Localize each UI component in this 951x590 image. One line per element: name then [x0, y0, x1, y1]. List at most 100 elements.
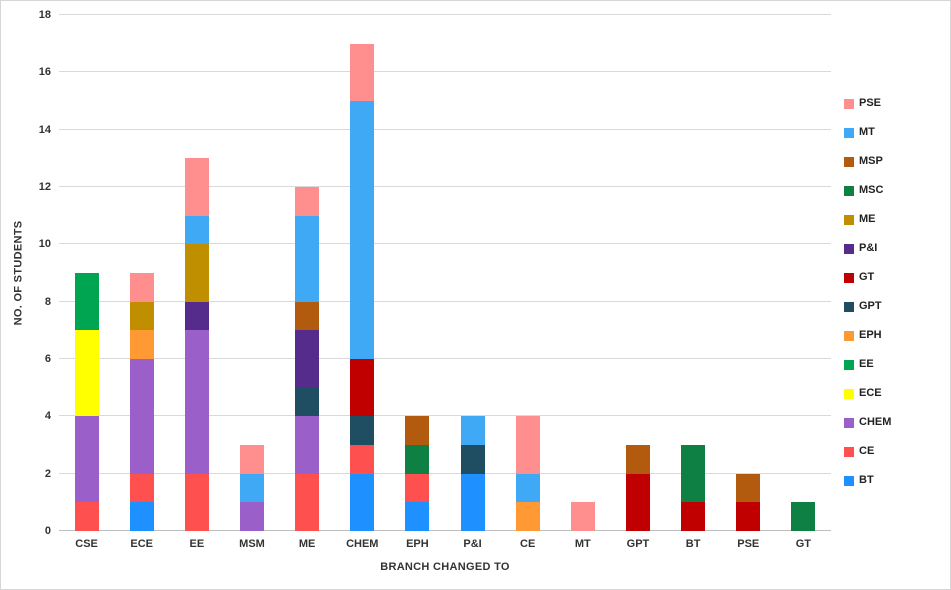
gridline [59, 243, 831, 245]
x-tick-label-BT: BT [685, 538, 701, 550]
y-tick-label: 16 [38, 66, 51, 79]
gridline [59, 415, 831, 417]
bar-segment-ME-MT [295, 215, 320, 302]
y-axis-ticks: 0 2 4 6 8 10 12 14 16 18 [11, 9, 51, 537]
bar-segment-CE-PSE [515, 416, 540, 474]
bar-segment-PSE-GT [736, 502, 761, 531]
bar-slot-P&I [445, 15, 500, 531]
bar-slot-ME [280, 15, 335, 531]
legend-swatch-ECE [844, 388, 854, 399]
bar-slot-CE [500, 15, 555, 531]
bar-segment-P&I-GPT [460, 445, 485, 474]
bar-segment-CSE-EE [74, 273, 99, 331]
bar-segment-EPH-CE [405, 473, 430, 503]
legend-item-PSE: PSE [844, 96, 891, 111]
gridline [59, 14, 831, 15]
legend-item-MSC: MSC [844, 183, 891, 198]
gridline [59, 71, 831, 73]
legend-swatch-PSE [844, 98, 854, 109]
bar-segment-EE-CE [184, 473, 209, 531]
x-tick-label-PSE: PSE [737, 538, 760, 550]
bar-slot-BT [666, 15, 721, 531]
legend-label-CHEM: CHEM [859, 416, 892, 428]
legend-item-CE: CE [844, 444, 891, 459]
bar-segment-EE-MT [184, 215, 209, 245]
bar-slot-EPH [390, 15, 445, 531]
stacked-bar-BT [681, 15, 706, 531]
bar-segment-EPH-MSP [405, 416, 430, 446]
stacked-bar-GT [791, 15, 816, 531]
x-tick-label-MSM: MSM [239, 538, 265, 550]
legend-item-P&I: P&I [844, 241, 891, 256]
legend-label-PSE: PSE [859, 97, 882, 109]
bar-segment-ME-GPT [295, 387, 320, 417]
y-tick-label: 0 [44, 525, 51, 537]
x-tick-label-ECE: ECE [130, 538, 154, 550]
gridline [59, 472, 831, 474]
legend-swatch-MSC [844, 185, 854, 196]
gridline [59, 128, 831, 130]
legend-swatch-GPT [844, 301, 854, 312]
bar-slot-MT [555, 15, 610, 531]
x-tick-label-P&I: P&I [463, 538, 482, 550]
bar-segment-ME-P&I [295, 330, 320, 388]
bar-segment-GT-MSC [791, 502, 816, 531]
legend-item-MT: MT [844, 125, 891, 140]
legend-item-GPT: GPT [844, 299, 891, 314]
bar-segment-EPH-MSC [405, 445, 430, 474]
x-tick-label-CSE: CSE [75, 538, 98, 550]
stacked-bar-MT [570, 15, 595, 531]
legend-swatch-GT [844, 272, 854, 283]
y-tick-label: 10 [38, 238, 51, 251]
bar-segment-MT-PSE [570, 502, 595, 531]
gridline [59, 358, 831, 359]
bar-slot-EE [169, 15, 224, 531]
y-tick-label: 4 [44, 410, 51, 423]
legend-item-GT: GT [844, 270, 891, 285]
bar-segment-CE-MT [515, 473, 540, 503]
bar-segment-GPT-GT [625, 473, 650, 531]
x-tick-label-MT: MT [574, 538, 591, 550]
legend-item-EE: EE [844, 357, 891, 372]
legend-label-ECE: ECE [859, 387, 882, 399]
plot-area: 0 2 4 6 8 10 12 14 16 18 CSE ECE EE MSM ME CHEM EPH P&I C… [39, 9, 831, 550]
stacked-bar-ECE [129, 15, 154, 531]
bar-segment-CSE-CHEM [74, 416, 99, 503]
legend-label-ME: ME [859, 213, 876, 225]
stacked-bar-EPH [405, 15, 430, 531]
bar-slot-ECE [114, 15, 169, 531]
legend-swatch-MT [844, 127, 854, 138]
bar-segment-CHEM-CE [350, 445, 375, 474]
bars [59, 15, 831, 531]
x-axis-labels: CSE ECE EE MSM ME CHEM EPH P&I CE MT GPT BT PSE GT [59, 531, 831, 550]
bar-segment-ME-PSE [295, 187, 320, 216]
stacked-bar-P&I [460, 15, 485, 531]
stacked-bar-EE [184, 15, 209, 531]
stacked-bar-GPT [625, 15, 650, 531]
legend-swatch-MSP [844, 156, 854, 167]
x-tick-label-GT: GT [795, 538, 812, 550]
legend-label-MSC: MSC [859, 184, 884, 196]
legend-item-ECE: ECE [844, 386, 891, 401]
legend-swatch-CE [844, 446, 854, 457]
stacked-bar-CSE [74, 15, 99, 531]
bar-segment-ECE-PSE [129, 273, 154, 302]
gridlines [59, 14, 831, 531]
legend-swatch-EE [844, 359, 854, 370]
legend-label-GPT: GPT [859, 300, 882, 312]
legend-swatch-P&I [844, 243, 854, 254]
bar-segment-MSM-MT [239, 473, 264, 503]
bar-segment-ME-CHEM [295, 416, 320, 474]
legend-label-BT: BT [859, 474, 874, 486]
bar-segment-ECE-ME [129, 301, 154, 331]
legend-label-EPH: EPH [859, 329, 882, 341]
legend-item-ME: ME [844, 212, 891, 227]
bar-segment-CE-EPH [515, 502, 540, 531]
bar-segment-EE-P&I [184, 301, 209, 331]
bar-segment-EE-ME [184, 244, 209, 302]
legend-swatch-ME [844, 214, 854, 225]
bar-segment-CHEM-PSE [350, 43, 375, 102]
bar-segment-ME-CE [295, 473, 320, 531]
y-tick-label: 6 [44, 353, 51, 365]
